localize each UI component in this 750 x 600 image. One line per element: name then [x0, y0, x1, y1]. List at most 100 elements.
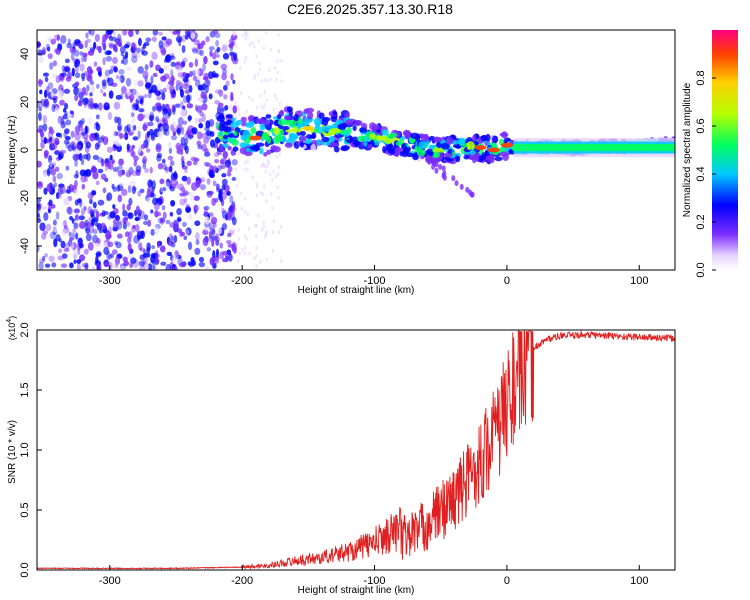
spectrogram-speckle — [194, 69, 201, 76]
spectrogram-speckle — [170, 69, 174, 77]
spectrogram-speckle — [226, 239, 232, 244]
spectrogram-speckle — [102, 92, 107, 97]
spectrogram-speckle — [243, 32, 247, 37]
spectrogram-speckle — [105, 55, 113, 62]
spectrogram-speckle — [181, 126, 185, 135]
spectrogram-speckle — [193, 195, 200, 201]
colorbar-label: Normalized spectral amplitude — [682, 82, 693, 217]
spectrogram-speckle — [79, 169, 86, 177]
spectrogram-speckle — [97, 137, 105, 143]
spectrogram-speckle — [173, 235, 178, 243]
spectrogram-speckle — [169, 55, 176, 61]
spectrogram-speckle — [116, 233, 123, 239]
spectrogram-speckle — [55, 192, 60, 200]
spectrogram-speckle — [265, 199, 268, 204]
y-tick-label: 0.0 — [19, 562, 31, 577]
spectrogram-speckle — [162, 87, 167, 93]
spectrogram-speckle — [73, 139, 78, 147]
spectrogram-band-cell — [259, 123, 266, 131]
spectrogram-speckle — [94, 33, 100, 42]
spectrogram-speckle — [42, 170, 48, 178]
spectrogram-speckle — [63, 88, 71, 94]
spectrogram-speckle — [124, 132, 129, 141]
spectrogram-band-cell — [290, 119, 297, 128]
spectrogram-speckle — [137, 80, 144, 87]
spectrogram-speckle — [117, 165, 123, 170]
spectrogram-speckle — [135, 30, 140, 35]
spectrogram-speckle — [280, 79, 283, 84]
spectrogram-speckle — [95, 123, 101, 132]
spectrogram-hotspot — [487, 147, 500, 153]
spectrogram-band-cell — [263, 152, 268, 157]
spectrogram-speckle — [138, 242, 143, 251]
spectrogram-speckle — [40, 224, 45, 232]
spectrogram-band-cell — [307, 111, 314, 120]
spectrogram-speckle — [54, 48, 61, 54]
spectrogram-speckle — [50, 91, 54, 98]
spectrogram-speckle — [51, 103, 56, 113]
spectrogram-speckle — [252, 45, 256, 50]
spectrogram-speckle — [134, 92, 141, 100]
spectrogram-speckle — [208, 46, 215, 51]
spectrogram-speckle — [172, 266, 178, 270]
spectrogram-speckle — [200, 91, 207, 99]
spectrogram-speckle — [262, 224, 265, 229]
spectrogram-speckle — [137, 130, 141, 139]
spectrogram-speckle — [76, 263, 81, 270]
spectrogram-speckle — [60, 240, 66, 249]
colorbar: 0.0 0.2 0.4 0.6 0.8 Normalized spectral ampl… — [682, 30, 738, 278]
spectrogram-speckle — [196, 105, 203, 113]
spectrogram-speckle — [151, 180, 156, 190]
spectrogram-speckle — [104, 230, 112, 240]
spectrogram-band-cell — [416, 149, 426, 157]
spectrogram-speckle — [258, 61, 261, 66]
spectrogram-band-cell — [227, 133, 235, 138]
spectrogram-speckle — [243, 59, 247, 64]
spectrogram-speckle — [90, 84, 95, 90]
spectrogram-speckle — [170, 199, 176, 207]
spectrogram-speckle — [202, 237, 209, 247]
spectrogram-speckle — [74, 153, 80, 161]
colorbar-gradient — [712, 30, 738, 270]
spectrogram-speckle — [247, 227, 251, 232]
spectrogram-band-cell — [266, 136, 272, 144]
spectrogram-speckle — [60, 263, 68, 268]
spectrogram-speckle — [58, 238, 62, 243]
spectrogram-speckle — [263, 164, 267, 169]
spectrogram-speckle — [265, 164, 269, 169]
spectrogram-speckle — [39, 131, 45, 138]
spectrogram-speckle — [251, 175, 254, 180]
spectrogram-band-cell — [231, 117, 236, 122]
spectrogram-band-cell — [455, 155, 461, 163]
spectrogram-band-cell — [447, 148, 453, 154]
spectrogram-speckle — [81, 183, 86, 190]
spectrogram-speckle — [66, 112, 72, 119]
spectrogram-speckle — [72, 41, 76, 50]
spectrogram-speckle — [260, 164, 263, 169]
spectrogram-speckle — [175, 142, 182, 151]
spectrogram-speckle — [108, 43, 114, 49]
spectrogram-speckle — [183, 235, 187, 241]
spectrogram-speckle — [162, 49, 166, 55]
spectrogram-speckle — [52, 175, 57, 183]
spectrogram-band-cell — [494, 156, 503, 162]
spectrogram-speckle — [121, 188, 128, 197]
spectrogram-speckle — [165, 54, 171, 62]
colorbar-tick-label: 0.4 — [695, 166, 707, 181]
spectrogram-speckle — [80, 174, 87, 183]
spectrogram-speckle — [61, 253, 68, 259]
y-tick-label: 0.5 — [19, 502, 31, 517]
bottom-x-axis-label: Height of straight line (km) — [298, 585, 415, 596]
spectrogram-speckle — [176, 149, 183, 155]
spectrogram-speckle — [212, 30, 219, 35]
spectrogram-speckle — [127, 212, 134, 220]
spectrogram-speckle — [66, 206, 72, 214]
spectrogram-speckle — [273, 66, 276, 71]
spectrogram-speckle — [91, 265, 96, 270]
spectrogram-speckle — [95, 255, 99, 264]
spectrogram-speckle — [89, 80, 95, 86]
spectrogram-speckle — [238, 251, 242, 256]
spectrogram-speckle — [84, 125, 88, 134]
spectrogram-band-cell — [310, 144, 317, 152]
spectrogram-speckle — [79, 63, 85, 72]
